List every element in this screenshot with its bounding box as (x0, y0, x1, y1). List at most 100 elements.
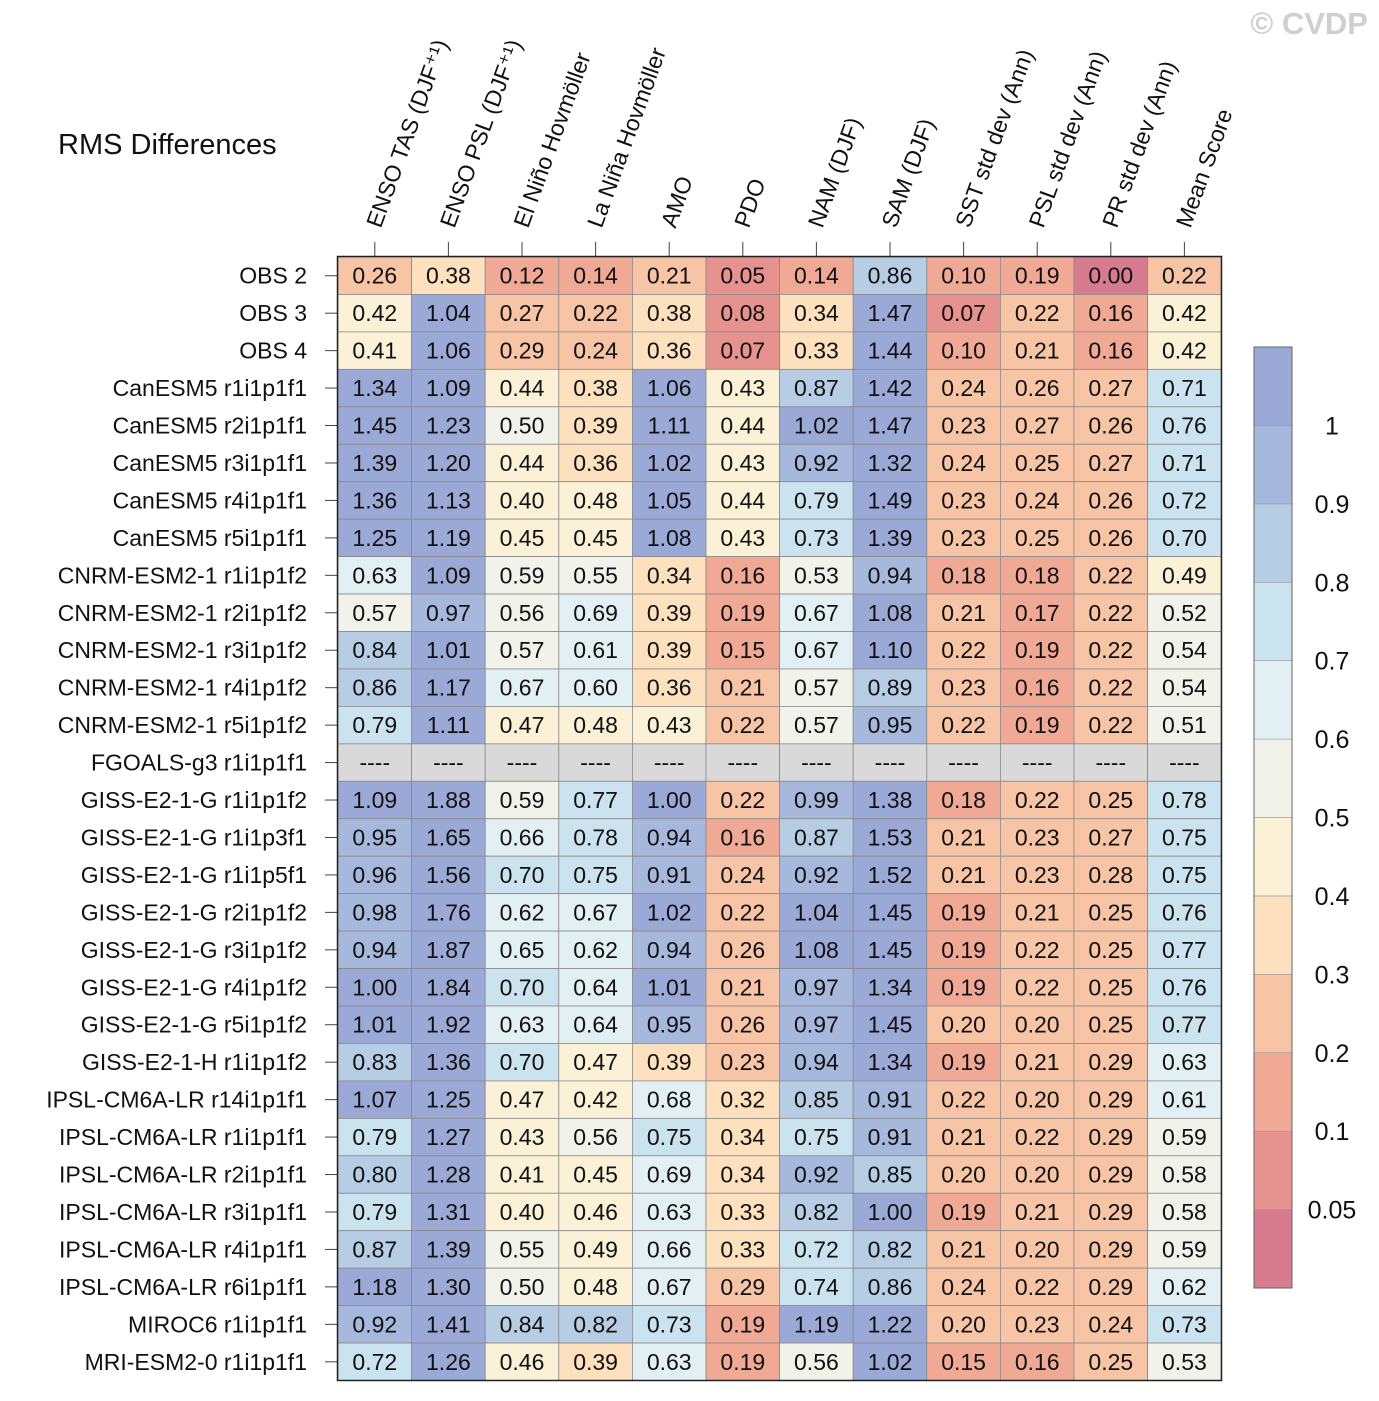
heatmap-value-r15-c1: 1.65 (426, 824, 471, 850)
heatmap-value-r16-c2: 0.70 (500, 862, 545, 888)
row-label-giss-e2-1-g-r2i1p1f2: GISS-E2-1-G r2i1p1f2 (81, 899, 307, 925)
heatmap-value-r5-c0: 1.39 (352, 450, 397, 476)
heatmap-value-r23-c11: 0.59 (1162, 1124, 1207, 1150)
heatmap-cell-r4-c10 (1073, 406, 1148, 445)
heatmap-cell-r0-c3 (558, 256, 633, 295)
heatmap-value-r27-c2: 0.50 (500, 1274, 545, 1300)
heatmap-value-r7-c7: 1.39 (868, 525, 913, 551)
heatmap-cell-r21-c11 (1147, 1043, 1222, 1082)
row-label-ipsl-cm6a-lr-r2i1p1f1: IPSL-CM6A-LR r2i1p1f1 (59, 1162, 307, 1188)
heatmap-value-r15-c3: 0.78 (573, 824, 618, 850)
heatmap-value-r11-c3: 0.60 (573, 675, 618, 701)
heatmap-value-r7-c3: 0.45 (573, 525, 618, 551)
heatmap-value-r15-c4: 0.94 (647, 824, 692, 850)
row-label-miroc6-r1i1p1f1: MIROC6 r1i1p1f1 (128, 1311, 307, 1337)
heatmap-cell-r6-c11 (1147, 481, 1222, 520)
heatmap-cell-r6-c3 (558, 481, 633, 520)
heatmap-cell-r19-c2 (484, 968, 560, 1007)
heatmap-cell-r27-c2 (484, 1267, 560, 1307)
heatmap-cell-r17-c4 (632, 893, 707, 932)
heatmap-cell-r29-c3 (558, 1342, 633, 1381)
heatmap-cell-r14-c5 (705, 780, 780, 820)
heatmap-value-r10-c9: 0.19 (1015, 637, 1060, 663)
row-label-giss-e2-1-h-r1i1p1f2: GISS-E2-1-H r1i1p1f2 (82, 1049, 307, 1075)
heatmap-cell-r13-c1 (411, 743, 486, 782)
heatmap-value-r18-c8: 0.19 (941, 937, 986, 963)
heatmap-value-r28-c0: 0.92 (352, 1311, 397, 1337)
heatmap-value-r14-c5: 0.22 (720, 787, 765, 813)
heatmap-value-r13-c9: ---- (1022, 750, 1053, 776)
row-labels: OBS 2 OBS 3 OBS 4 CanESM5 r1i1p1f1 CanESM5 r… (46, 263, 338, 1375)
heatmap-cell-r4-c11 (1147, 406, 1222, 445)
heatmap-cell-r9-c2 (484, 593, 560, 632)
heatmap-value-r29-c8: 0.15 (941, 1349, 986, 1375)
row-label-giss-e2-1-g-r1i1p5f1: GISS-E2-1-G r1i1p5f1 (81, 862, 307, 888)
heatmap-value-r5-c9: 0.25 (1015, 450, 1060, 476)
heatmap-cell-r26-c10 (1073, 1230, 1148, 1269)
heatmap-value-r4-c4: 1.11 (648, 413, 691, 439)
heatmap-value-r15-c2: 0.66 (500, 824, 545, 850)
heatmap-cell-r26-c7 (852, 1230, 928, 1269)
heatmap-cell-r15-c2 (484, 818, 560, 857)
heatmap-cell-r2-c4 (632, 331, 707, 370)
heatmap-value-r1-c4: 0.38 (647, 300, 692, 326)
heatmap-cell-r29-c2 (484, 1342, 560, 1381)
heatmap-value-r26-c7: 0.82 (868, 1236, 913, 1262)
heatmap-cell-r3-c5 (705, 368, 780, 408)
heatmap-cell-r11-c11 (1147, 668, 1222, 707)
heatmap-value-r20-c11: 0.77 (1162, 1012, 1207, 1038)
heatmap-value-r29-c1: 1.26 (426, 1349, 471, 1375)
heatmap-value-r3-c8: 0.24 (941, 375, 986, 401)
heatmap-cell-r12-c10 (1073, 706, 1148, 745)
heatmap-cell-r14-c7 (852, 780, 928, 820)
heatmap-cell-r19-c11 (1147, 968, 1222, 1007)
heatmap-cell-r11-c8 (926, 668, 1001, 707)
heatmap-value-r14-c8: 0.18 (941, 787, 986, 813)
heatmap-value-r12-c8: 0.22 (941, 712, 986, 738)
heatmap-cell-r15-c11 (1147, 818, 1222, 857)
heatmap-cell-r20-c9 (1000, 1005, 1075, 1044)
heatmap-value-r19-c9: 0.22 (1015, 974, 1060, 1000)
heatmap-value-r12-c4: 0.43 (647, 712, 692, 738)
heatmap-cell-r8-c2 (484, 556, 560, 595)
heatmap-cell-r2-c9 (1000, 331, 1075, 370)
heatmap-value-r22-c11: 0.61 (1162, 1087, 1207, 1113)
heatmap-cell-r0-c7 (852, 256, 928, 295)
heatmap-value-r6-c2: 0.40 (500, 487, 545, 513)
heatmap-value-r18-c3: 0.62 (573, 937, 618, 963)
heatmap-cell-r22-c10 (1073, 1080, 1148, 1119)
heatmap-cell-r11-c0 (337, 668, 412, 707)
heatmap-value-r8-c7: 0.94 (868, 562, 913, 588)
row-label-cnrm-esm2-1-r1i1p1f2: CNRM-ESM2-1 r1i1p1f2 (58, 562, 307, 588)
heatmap-value-r14-c11: 0.78 (1162, 787, 1207, 813)
heatmap-value-r12-c0: 0.79 (352, 712, 397, 738)
heatmap-cell-r21-c6 (779, 1043, 854, 1082)
heatmap-value-r8-c9: 0.18 (1015, 562, 1060, 588)
heatmap-value-r10-c4: 0.39 (647, 637, 692, 663)
heatmap-value-r9-c10: 0.22 (1088, 600, 1133, 626)
heatmap-cell-r29-c0 (337, 1342, 412, 1381)
heatmap-cell-r22-c11 (1147, 1080, 1222, 1119)
heatmap-cell-r0-c8 (926, 256, 1001, 295)
heatmap-value-r23-c2: 0.43 (500, 1124, 545, 1150)
heatmap-value-r7-c5: 0.43 (720, 525, 765, 551)
heatmap-value-r27-c11: 0.62 (1162, 1274, 1207, 1300)
heatmap-value-r23-c6: 0.75 (794, 1124, 839, 1150)
colorbar-swatch-8 (1253, 581, 1293, 661)
heatmap-value-r14-c3: 0.77 (573, 787, 618, 813)
colorbar-swatch-6 (1253, 738, 1293, 818)
heatmap-cell-r15-c5 (705, 818, 780, 857)
heatmap-cell-r20-c11 (1147, 1005, 1222, 1044)
heatmap-value-r17-c11: 0.76 (1162, 899, 1207, 925)
heatmap-value-r24-c1: 1.28 (426, 1162, 471, 1188)
heatmap-cell-r5-c10 (1073, 443, 1148, 483)
heatmap-cell-r17-c11 (1147, 893, 1222, 932)
heatmap-cell-r3-c0 (337, 368, 412, 408)
heatmap-value-r21-c7: 1.34 (868, 1049, 913, 1075)
heatmap-value-r22-c3: 0.42 (573, 1087, 618, 1113)
heatmap-value-r6-c11: 0.72 (1162, 487, 1207, 513)
heatmap-value-r3-c1: 1.09 (426, 375, 471, 401)
heatmap-value-r2-c4: 0.36 (647, 338, 692, 364)
heatmap-value-r8-c11: 0.49 (1162, 562, 1207, 588)
heatmap-value-r5-c10: 0.27 (1088, 450, 1133, 476)
